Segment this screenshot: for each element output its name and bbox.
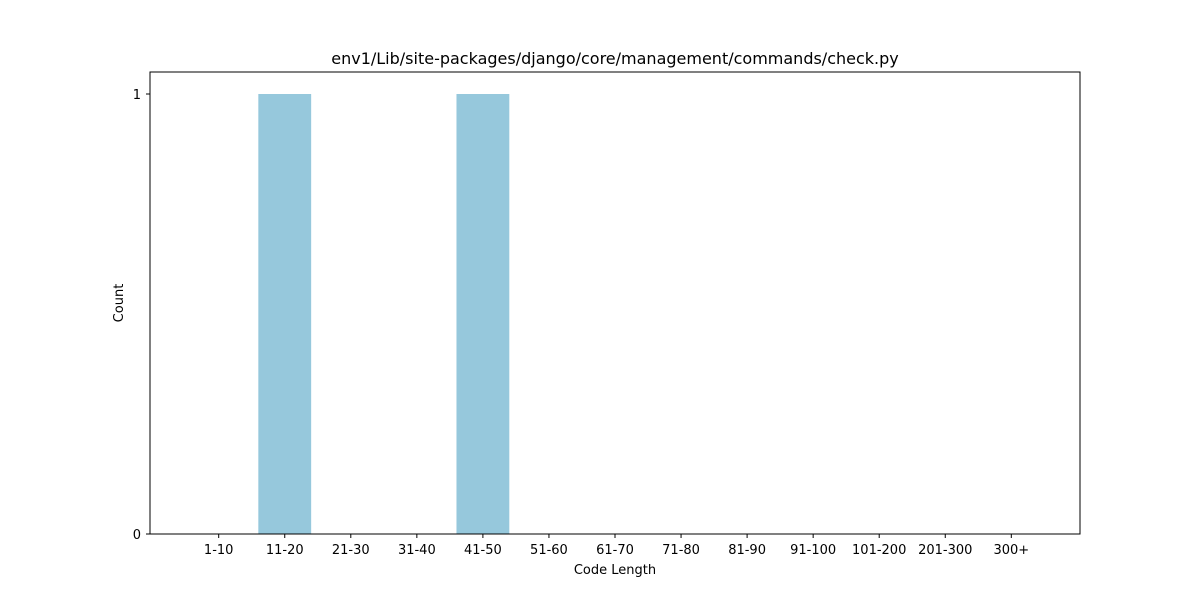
y-ticks: 01 bbox=[133, 88, 150, 543]
x-ticks: 1-10 11-20 21-30 31-40 41-50 51-60 61-70 71-80 8… bbox=[204, 534, 1029, 558]
x-tick-label: 51-60 bbox=[530, 543, 568, 558]
x-tick-label: 91-100 bbox=[790, 543, 836, 558]
bars-layer bbox=[258, 94, 510, 534]
x-tick-label: 21-30 bbox=[332, 543, 370, 558]
x-axis-label: Code Length bbox=[574, 563, 656, 578]
x-tick-label: 300+ bbox=[993, 543, 1029, 558]
x-tick-label: 31-40 bbox=[398, 543, 436, 558]
x-tick-label: 101-200 bbox=[852, 543, 906, 558]
chart-title: env1/Lib/site-packages/django/core/manag… bbox=[331, 49, 899, 68]
x-tick-label: 1-10 bbox=[204, 543, 234, 558]
x-tick-label: 41-50 bbox=[464, 543, 502, 558]
y-axis-label: Count bbox=[112, 284, 127, 323]
y-tick-label: 0 bbox=[133, 528, 141, 543]
bar-41-50 bbox=[456, 94, 510, 534]
x-tick-label: 81-90 bbox=[728, 543, 766, 558]
x-tick-label: 61-70 bbox=[596, 543, 634, 558]
y-tick-label: 1 bbox=[133, 88, 141, 103]
x-tick-label: 11-20 bbox=[266, 543, 304, 558]
bar-11-20 bbox=[258, 94, 312, 534]
x-tick-label: 201-300 bbox=[918, 543, 972, 558]
x-tick-label: 71-80 bbox=[662, 543, 700, 558]
